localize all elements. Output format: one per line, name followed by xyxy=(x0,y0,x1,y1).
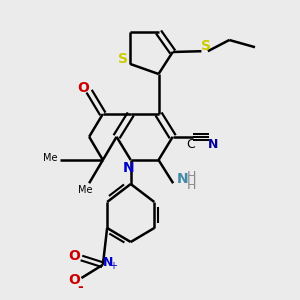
Text: S: S xyxy=(201,39,211,53)
Text: +: + xyxy=(109,261,117,272)
Text: H: H xyxy=(187,179,196,192)
Text: O: O xyxy=(77,81,89,95)
Text: S: S xyxy=(118,52,128,66)
Text: Me: Me xyxy=(43,153,58,163)
Text: N: N xyxy=(207,137,218,151)
Text: N: N xyxy=(177,172,188,186)
Text: O: O xyxy=(68,249,80,263)
Text: N: N xyxy=(103,256,113,269)
Text: H: H xyxy=(187,169,196,182)
Text: N: N xyxy=(123,161,135,175)
Text: C: C xyxy=(186,137,195,151)
Text: Me: Me xyxy=(79,185,93,195)
Text: -: - xyxy=(77,280,82,294)
Text: O: O xyxy=(68,273,80,287)
